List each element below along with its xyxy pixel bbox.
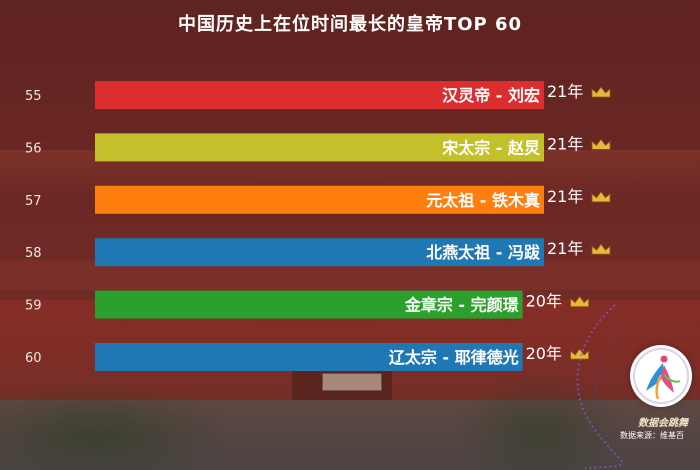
- bar-category-label: 辽太宗 - 耶律德光: [389, 348, 519, 367]
- brand-name: 数据会跳舞: [638, 418, 688, 429]
- tree-decoration-left: [0, 380, 240, 470]
- bar: [95, 133, 544, 162]
- rank-label: 58: [25, 246, 42, 261]
- rank-label: 56: [25, 141, 42, 156]
- crown-icon: [591, 243, 611, 255]
- chart-title: 中国历史上在位时间最长的皇帝TOP 60: [177, 14, 523, 35]
- bar-value-label: 21年: [547, 187, 583, 206]
- data-source-note: 数据来源：维基百: [620, 431, 684, 440]
- tree-decoration-right: [450, 370, 630, 470]
- rank-label: 57: [25, 194, 42, 209]
- bar-value-label: 21年: [547, 82, 583, 101]
- bar-value-label: 20年: [526, 292, 562, 311]
- decorative-swirl-icon: [576, 304, 631, 469]
- bar-category-label: 北燕太祖 - 冯跋: [426, 243, 540, 262]
- bar: [95, 290, 523, 319]
- dancer-logo-icon: [630, 345, 692, 407]
- bar: [95, 343, 523, 371]
- bar: [95, 238, 544, 267]
- bar-value-label: 20年: [526, 344, 562, 363]
- bar-category-label: 金章宗 - 完颜璟: [404, 296, 519, 315]
- bar-category-label: 元太祖 - 铁木真: [426, 191, 540, 210]
- crown-icon: [570, 348, 590, 360]
- rank-label: 55: [25, 89, 42, 104]
- bar-value-label: 21年: [547, 134, 583, 153]
- rank-label: 60: [25, 351, 42, 366]
- crown-icon: [591, 86, 611, 98]
- bar-value-label: 21年: [547, 239, 583, 258]
- bar-category-label: 汉灵帝 - 刘宏: [442, 86, 540, 105]
- crown-icon: [570, 295, 590, 307]
- bar: [95, 81, 544, 109]
- bar-category-label: 宋太宗 - 赵炅: [441, 138, 541, 157]
- crown-icon: [591, 191, 611, 203]
- gate-plaque-decoration: [322, 373, 382, 391]
- bar: [95, 185, 544, 214]
- rank-label: 59: [25, 299, 42, 314]
- crown-icon: [591, 138, 611, 150]
